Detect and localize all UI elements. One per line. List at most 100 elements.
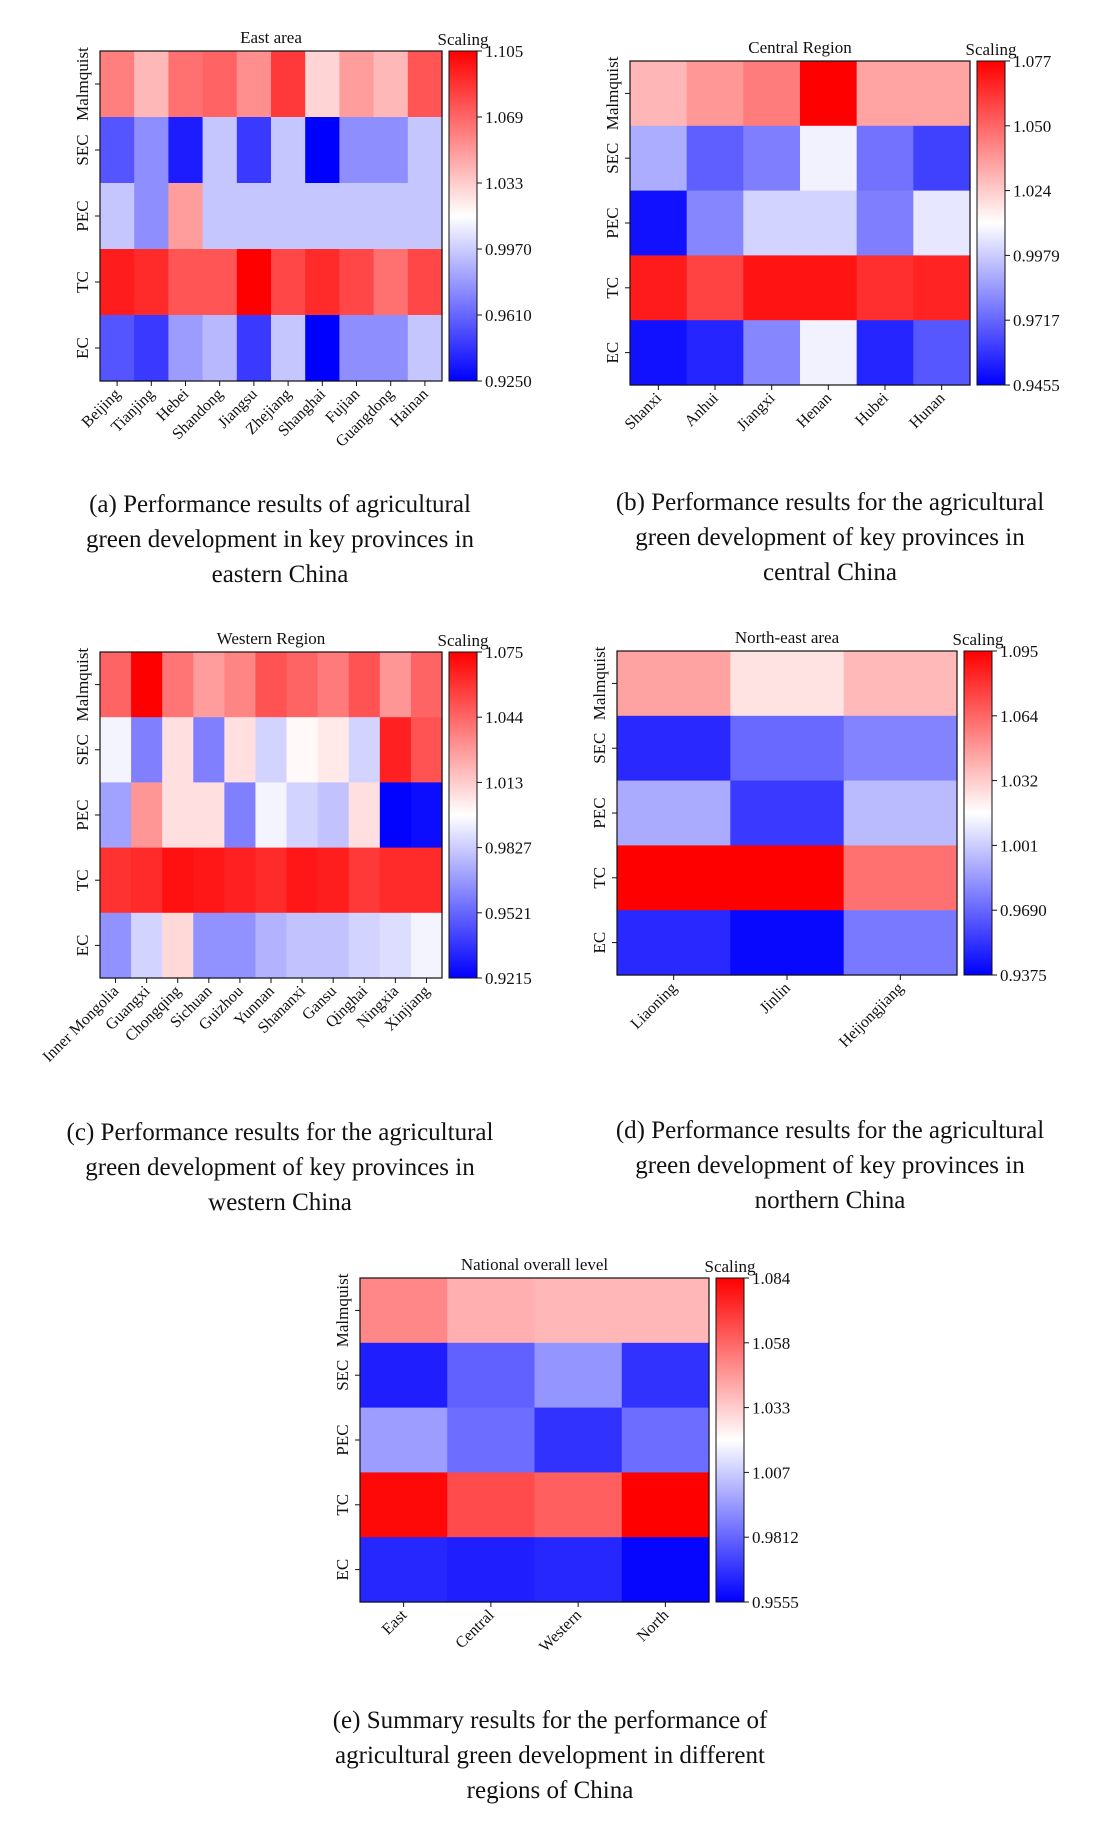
heatmap-cell: [743, 190, 801, 256]
caption-d-line: green development of key provinces in: [635, 1152, 1025, 1179]
column-label: Hainan: [387, 386, 432, 431]
caption-a-line: eastern China: [211, 561, 349, 588]
colorbar-title: Scaling: [966, 40, 1017, 59]
heatmap-cell: [410, 717, 443, 783]
heatmap-cell: [410, 782, 443, 849]
heatmap-cell: [373, 249, 409, 316]
heatmap-cell: [162, 912, 194, 979]
colorbar-tick-label: 1.007: [752, 1463, 791, 1482]
colorbar-tick-label: 1.044: [485, 708, 524, 727]
caption-b-line: green development of key provinces in: [635, 524, 1025, 551]
heatmap-cell: [255, 912, 288, 979]
heatmap-cell: [131, 717, 163, 783]
caption-c: (c) Performance results for the agricult…: [10, 1115, 550, 1220]
column-label: Shanxi: [622, 389, 666, 433]
heatmap-cell: [407, 315, 443, 382]
heatmap-cell: [193, 847, 225, 914]
heatmap-cell: [100, 847, 132, 914]
chart-title: East area: [240, 28, 302, 47]
heatmap-cell: [373, 315, 409, 382]
caption-a: (a) Performance results of agricultural …: [10, 487, 550, 592]
heatmap-cell: [373, 51, 409, 118]
heatmap-cell: [379, 847, 412, 914]
caption-e-line: agricultural green development in differ…: [335, 1742, 765, 1769]
colorbar-tick-label: 1.077: [1013, 52, 1052, 71]
heatmap-cell: [134, 51, 169, 118]
heatmap-cell: [800, 320, 858, 386]
heatmap-cell: [271, 249, 306, 316]
heatmap-cell: [317, 912, 350, 979]
heatmap-cell: [100, 183, 135, 250]
heatmap-cell: [410, 847, 443, 914]
colorbar-tick-label: 1.084: [752, 1269, 791, 1288]
heatmap-cell: [800, 61, 858, 127]
caption-a-line: green development in key provinces in: [85, 526, 475, 553]
heatmap-cell: [286, 912, 319, 979]
heatmap-cell: [134, 183, 169, 250]
heatmap-cell: [630, 255, 688, 321]
heatmap-cell: [168, 249, 204, 316]
heatmap-cell: [730, 780, 845, 846]
column-label: Central: [452, 1606, 498, 1652]
caption-d: (d) Performance results for the agricult…: [560, 1113, 1100, 1218]
column-label: Heijongjiang: [836, 980, 907, 1051]
heatmap-cell: [407, 117, 443, 184]
heatmap-national: National overall level Malmquist SEC PEC TC E…: [333, 1255, 799, 1656]
colorbar-title: Scaling: [705, 1257, 756, 1276]
heatmap-cell: [447, 1342, 536, 1409]
heatmap-cell: [100, 315, 135, 382]
row-label: EC: [333, 1559, 352, 1581]
heatmap-cell: [162, 782, 194, 849]
heatmap-cell: [339, 315, 375, 382]
heatmap-cell: [360, 1407, 448, 1473]
chart-title: National overall level: [461, 1255, 609, 1274]
colorbar-tick-label: 1.058: [752, 1334, 790, 1353]
colorbar-tick-label: 1.050: [1013, 117, 1051, 136]
chart-title: Central Region: [748, 38, 852, 57]
heatmap-cell: [534, 1407, 623, 1473]
caption-c-line: western China: [208, 1189, 352, 1216]
row-label: EC: [603, 342, 622, 364]
heatmap-cell: [317, 652, 350, 718]
heatmap-cell: [317, 847, 350, 914]
heatmap-cell: [379, 717, 412, 783]
column-label: Jinlin: [757, 980, 794, 1017]
heatmap-central: Central Region Malmquist SEC PEC TC EC Shanxi A…: [603, 38, 1060, 435]
colorbar: [976, 60, 1006, 386]
row-label: SEC: [73, 134, 92, 165]
colorbar: [448, 50, 478, 382]
heatmap-cell: [843, 651, 958, 717]
heatmap-cell: [193, 782, 225, 849]
row-label: EC: [73, 337, 92, 359]
heatmap-cell: [348, 782, 381, 849]
colorbar-tick-label: 1.095: [1000, 642, 1038, 661]
heatmap-cell: [617, 780, 731, 846]
row-label: SEC: [73, 734, 92, 765]
heatmap-cell: [286, 652, 319, 718]
heatmap-cell: [407, 249, 443, 316]
heatmap-cell: [410, 652, 443, 718]
heatmap-cell: [317, 717, 350, 783]
colorbar-tick-label: 1.032: [1000, 772, 1038, 791]
colorbar-tick-label: 1.064: [1000, 707, 1039, 726]
colorbar-tick-label: 0.9690: [1000, 901, 1047, 920]
heatmap-cell: [743, 61, 801, 127]
heatmap-cell: [162, 652, 194, 718]
heatmap-cell: [339, 117, 375, 184]
heatmap-cell: [236, 249, 272, 316]
heatmap-cell: [162, 717, 194, 783]
heatmap-cell: [305, 183, 340, 250]
heatmap-cell: [305, 117, 340, 184]
heatmap-cell: [856, 255, 914, 321]
heatmap-cell: [193, 912, 225, 979]
heatmap-cell: [686, 125, 744, 192]
heatmap-cell: [100, 912, 132, 979]
colorbar-tick-label: 1.033: [752, 1399, 790, 1418]
colorbar: [963, 650, 993, 976]
heatmap-cell: [686, 255, 744, 321]
row-label: SEC: [333, 1360, 352, 1391]
heatmap-cell: [856, 125, 914, 192]
heatmap-cell: [168, 315, 204, 382]
heatmap-cell: [286, 717, 319, 783]
heatmap-cell: [348, 717, 381, 783]
